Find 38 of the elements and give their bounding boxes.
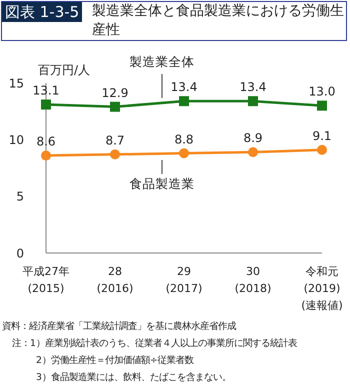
x-tick-label: 28 (2016) <box>96 265 134 295</box>
text: 製造業全体 <box>130 54 194 69</box>
point <box>110 149 120 160</box>
text: 3）食品製造業には、飲料、たばこを含まない。 <box>35 371 232 385</box>
text: 資料：経済産業省「工業統計調査」を基に農林水産省作成 <box>2 320 238 334</box>
chart-title: 図表 1-3-5 <box>2 2 82 22</box>
point <box>179 148 189 158</box>
point <box>317 100 327 111</box>
x-tick-label: 平成27年 (2015) <box>22 265 70 295</box>
point <box>110 102 120 112</box>
data-label: 8.9 <box>243 131 263 146</box>
data-label: 8.6 <box>36 134 56 149</box>
point <box>41 100 51 110</box>
data-label: 13.0 <box>308 84 336 99</box>
point <box>179 96 189 106</box>
point <box>248 147 258 158</box>
text: 注：1）産業別統計表のうち、従業者４人以上の事業所に関する統計表 <box>11 337 297 351</box>
point <box>41 150 51 161</box>
text: 2）労働生産性＝付加価値額÷従業者数 <box>35 354 195 368</box>
y-tick-label: 5 <box>16 190 24 204</box>
y-tick-label: 10 <box>8 132 24 147</box>
x-tick-label: 令和元 (2019) (速報値) <box>301 265 343 312</box>
x-tick-label: 29 (2017) <box>166 265 202 295</box>
data-label: 13.4 <box>240 80 266 94</box>
data-label: 13.1 <box>32 84 60 98</box>
point <box>317 144 327 155</box>
y-tick-label: 0 <box>16 246 24 260</box>
series-label: 食品製造業 <box>130 176 194 191</box>
point <box>248 96 258 106</box>
data-label: 12.9 <box>102 86 128 100</box>
y-axis-title: 百万円/人 <box>38 63 90 77</box>
data-label: 9.1 <box>312 128 332 143</box>
data-label: 8.7 <box>105 133 125 148</box>
chart-subtitle: 製造業全体と食品製造業における労働生産性 <box>92 2 345 40</box>
data-label: 8.8 <box>174 132 194 146</box>
y-tick-label: 15 <box>8 76 24 90</box>
x-tick-label: 30 (2018) <box>234 265 272 295</box>
data-label: 13.4 <box>170 80 198 94</box>
